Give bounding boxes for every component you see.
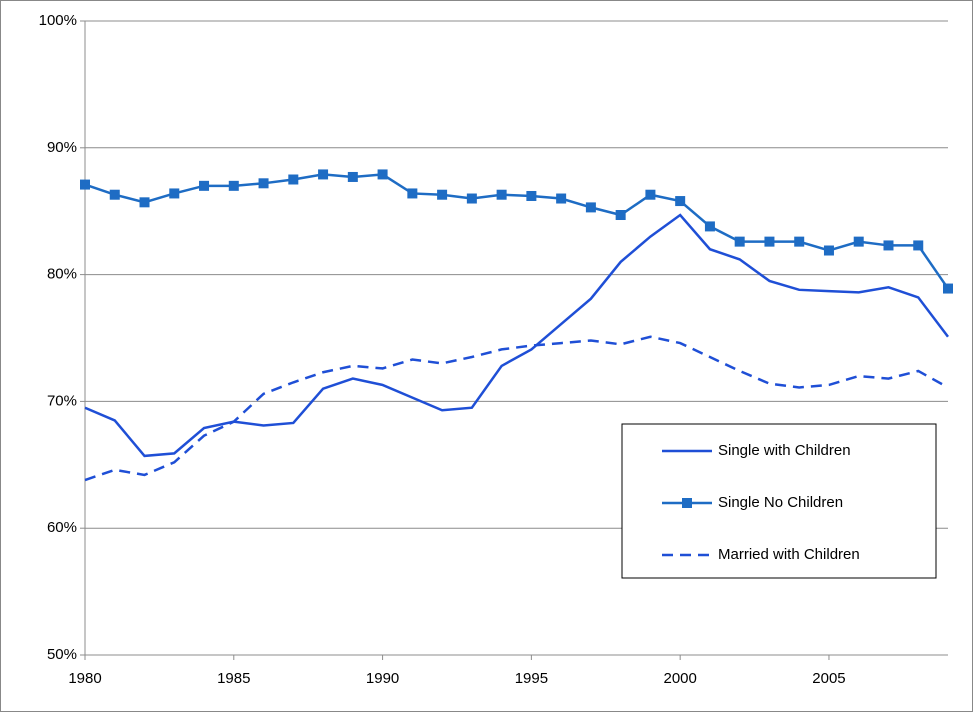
y-tick-label: 70% <box>47 392 77 409</box>
legend-label: Married with Children <box>718 546 860 563</box>
data-point <box>943 283 953 294</box>
data-point <box>704 221 715 232</box>
data-point <box>80 179 90 190</box>
data-point <box>556 193 567 204</box>
legend-label: Single No Children <box>718 494 843 511</box>
data-point <box>526 190 537 201</box>
y-tick-label: 100% <box>39 12 77 29</box>
x-tick-label: 1980 <box>68 670 101 687</box>
data-point <box>615 210 626 221</box>
data-point <box>585 202 596 213</box>
data-point <box>258 178 269 189</box>
x-tick-label: 1995 <box>515 670 548 687</box>
data-point <box>228 180 239 191</box>
data-point <box>109 189 120 200</box>
data-point <box>347 171 358 182</box>
data-point <box>139 197 150 208</box>
data-point <box>377 169 388 180</box>
data-point <box>823 245 834 256</box>
data-point <box>794 236 805 247</box>
data-point <box>764 236 775 247</box>
legend-label: Single with Children <box>718 442 851 459</box>
data-point <box>853 236 864 247</box>
data-point <box>734 236 745 247</box>
x-tick-label: 2000 <box>663 670 696 687</box>
data-point <box>645 189 656 200</box>
data-point <box>407 188 418 199</box>
x-tick-label: 2005 <box>812 670 845 687</box>
y-tick-label: 80% <box>47 266 77 283</box>
legend-box <box>621 423 937 579</box>
data-point <box>466 193 477 204</box>
y-tick-label: 60% <box>47 519 77 536</box>
data-point <box>318 169 329 180</box>
series-line <box>84 335 949 482</box>
data-point <box>883 240 894 251</box>
legend-marker <box>682 498 692 508</box>
data-point <box>675 196 686 207</box>
data-point <box>496 189 507 200</box>
data-point <box>288 174 299 185</box>
y-tick-label: 50% <box>47 646 77 663</box>
x-tick-label: 1985 <box>217 670 250 687</box>
data-point <box>169 188 180 199</box>
data-point <box>913 240 924 251</box>
series-line <box>84 213 949 458</box>
data-point <box>437 189 448 200</box>
x-tick-label: 1990 <box>366 670 399 687</box>
data-point <box>199 180 210 191</box>
y-tick-label: 90% <box>47 139 77 156</box>
